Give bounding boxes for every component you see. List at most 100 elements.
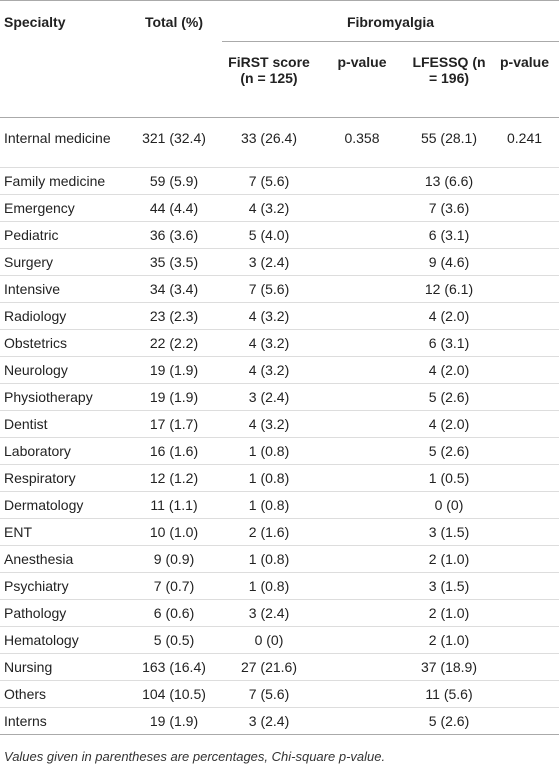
table-cell: 1 (0.8) <box>222 437 316 465</box>
table-cell: 4 (3.2) <box>222 302 316 330</box>
table-cell <box>490 275 559 303</box>
table-cell: 7 (5.6) <box>222 680 316 708</box>
table-cell <box>316 680 408 708</box>
table-cell <box>490 302 559 330</box>
table-cell: 19 (1.9) <box>126 383 222 411</box>
table-cell: 4 (3.2) <box>222 410 316 438</box>
header-cell: Specialty <box>0 0 126 42</box>
table-cell <box>490 437 559 465</box>
table-cell <box>316 707 408 735</box>
table-cell: Surgery <box>0 248 126 276</box>
table-cell: 5 (2.6) <box>408 437 490 465</box>
table-cell: 19 (1.9) <box>126 707 222 735</box>
table-cell: Dentist <box>0 410 126 438</box>
table-cell: 33 (26.4) <box>222 117 316 168</box>
table-cell: 0 (0) <box>408 491 490 519</box>
table-cell: 9 (4.6) <box>408 248 490 276</box>
table-cell: Nursing <box>0 653 126 681</box>
table-cell: Family medicine <box>0 167 126 195</box>
table-body: Internal medicine 321 (32.4) 33 (26.4) 0.35… <box>0 117 559 735</box>
table-cell: 37 (18.9) <box>408 653 490 681</box>
table-cell: 44 (4.4) <box>126 194 222 222</box>
table-cell: Radiology <box>0 302 126 330</box>
table-cell <box>490 680 559 708</box>
table-row: ENT 10 (1.0) 2 (1.6) 3 (1.5) <box>0 518 559 546</box>
table-cell <box>316 599 408 627</box>
header-row: FiRST score (n = 125) p-value LFESSQ (n … <box>0 41 559 118</box>
table-cell: 16 (1.6) <box>126 437 222 465</box>
table-cell: 5 (0.5) <box>126 626 222 654</box>
table-cell <box>490 167 559 195</box>
table-cell: 7 (3.6) <box>408 194 490 222</box>
table-cell: 0.241 <box>490 117 559 168</box>
table-cell <box>316 329 408 357</box>
table-cell <box>490 356 559 384</box>
header-cell: p-value <box>490 41 559 118</box>
table-cell <box>490 545 559 573</box>
table-cell: 23 (2.3) <box>126 302 222 330</box>
table-cell: Pediatric <box>0 221 126 249</box>
table-row: Dentist 17 (1.7) 4 (3.2) 4 (2.0) <box>0 410 559 438</box>
table-row: Laboratory 16 (1.6) 1 (0.8) 5 (2.6) <box>0 437 559 465</box>
table-cell: 17 (1.7) <box>126 410 222 438</box>
table-cell: 3 (2.4) <box>222 248 316 276</box>
table-cell: 4 (3.2) <box>222 329 316 357</box>
table-cell: Dermatology <box>0 491 126 519</box>
table-cell <box>490 410 559 438</box>
table-cell: 3 (1.5) <box>408 518 490 546</box>
table-row: Internal medicine 321 (32.4) 33 (26.4) 0.35… <box>0 117 559 168</box>
table-cell <box>490 572 559 600</box>
table-cell <box>316 194 408 222</box>
table-cell <box>490 518 559 546</box>
table-row: Pathology 6 (0.6) 3 (2.4) 2 (1.0) <box>0 599 559 627</box>
table-cell: 2 (1.0) <box>408 599 490 627</box>
header-cell: LFESSQ (n = 196) <box>408 41 490 118</box>
table-cell <box>316 248 408 276</box>
table-cell: 7 (5.6) <box>222 167 316 195</box>
table-cell: Internal medicine <box>0 117 126 168</box>
table-cell <box>316 410 408 438</box>
table-row: Neurology 19 (1.9) 4 (3.2) 4 (2.0) <box>0 356 559 384</box>
table-cell: 3 (2.4) <box>222 599 316 627</box>
table-cell: 7 (0.7) <box>126 572 222 600</box>
table-cell: 11 (1.1) <box>126 491 222 519</box>
table-cell: Respiratory <box>0 464 126 492</box>
table-cell: Intensive <box>0 275 126 303</box>
table-row: Radiology 23 (2.3) 4 (3.2) 4 (2.0) <box>0 302 559 330</box>
table-cell <box>316 572 408 600</box>
table-row: Emergency 44 (4.4) 4 (3.2) 7 (3.6) <box>0 194 559 222</box>
table-cell: 4 (2.0) <box>408 356 490 384</box>
table-cell: 321 (32.4) <box>126 117 222 168</box>
table-row: Physiotherapy 19 (1.9) 3 (2.4) 5 (2.6) <box>0 383 559 411</box>
table-cell: 1 (0.8) <box>222 491 316 519</box>
group-header: Fibromyalgia <box>222 0 559 42</box>
table-cell <box>490 221 559 249</box>
footnote: Values given in parentheses are percenta… <box>4 749 386 764</box>
table-row: Interns 19 (1.9) 3 (2.4) 5 (2.6) <box>0 707 559 735</box>
table-row: Others 104 (10.5) 7 (5.6) 11 (5.6) <box>0 680 559 708</box>
table-cell: 6 (3.1) <box>408 221 490 249</box>
table-cell <box>490 653 559 681</box>
table-cell: 4 (2.0) <box>408 410 490 438</box>
table-cell <box>316 491 408 519</box>
table-cell: 6 (0.6) <box>126 599 222 627</box>
table-cell <box>490 248 559 276</box>
table-cell: 4 (2.0) <box>408 302 490 330</box>
table-cell <box>316 464 408 492</box>
table-cell <box>490 383 559 411</box>
table-cell: 2 (1.6) <box>222 518 316 546</box>
table-cell: 55 (28.1) <box>408 117 490 168</box>
table-cell: 22 (2.2) <box>126 329 222 357</box>
table-cell: 4 (3.2) <box>222 356 316 384</box>
table-cell: 5 (2.6) <box>408 383 490 411</box>
table-cell: 10 (1.0) <box>126 518 222 546</box>
table-row: Family medicine 59 (5.9) 7 (5.6) 13 (6.6) <box>0 167 559 195</box>
table-cell <box>490 491 559 519</box>
header-cell: Total (%) <box>126 0 222 42</box>
table-row: Obstetrics 22 (2.2) 4 (3.2) 6 (3.1) <box>0 329 559 357</box>
table-cell <box>490 329 559 357</box>
table-cell <box>316 356 408 384</box>
table-cell <box>316 437 408 465</box>
table-cell: 5 (2.6) <box>408 707 490 735</box>
